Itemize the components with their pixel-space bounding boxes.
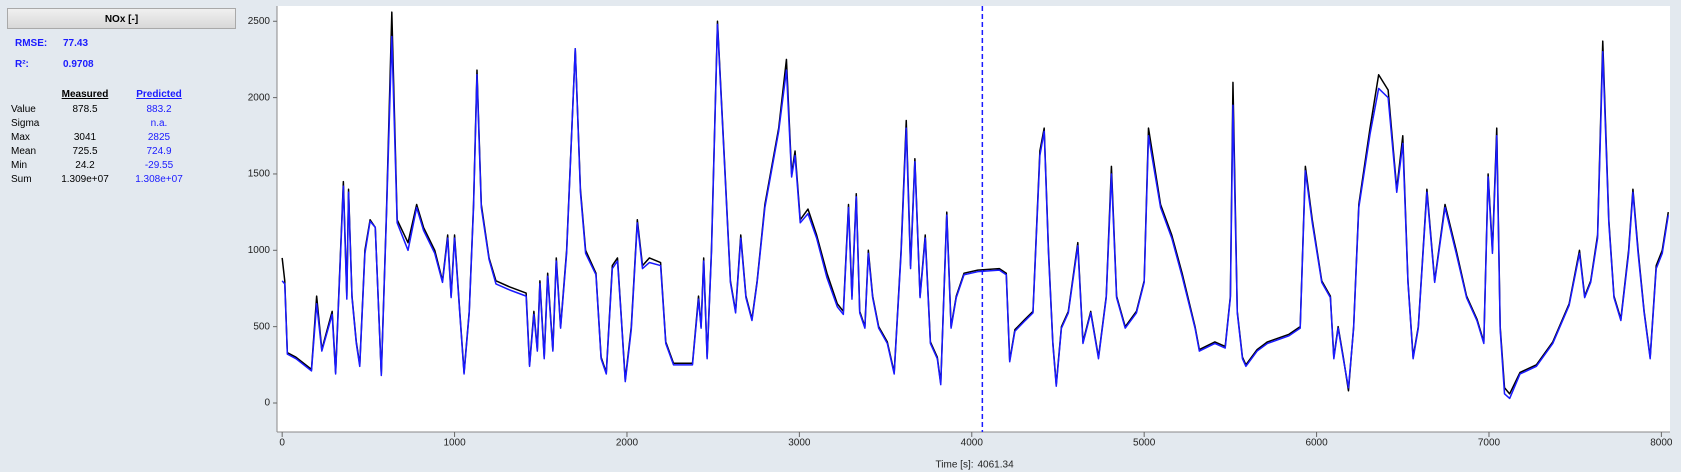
x-tick-label: 8000 — [1650, 438, 1673, 449]
measured-value: 725.5 — [72, 146, 98, 157]
row-label: Mean — [11, 146, 37, 157]
y-tick-label: 0 — [264, 398, 270, 409]
measured-value: 3041 — [73, 132, 97, 143]
row-label: Sigma — [11, 118, 40, 129]
x-tick-label: 2000 — [616, 438, 639, 449]
row-label: Sum — [11, 174, 32, 185]
r2-label: R²: — [15, 59, 29, 70]
x-tick-label: 3000 — [788, 438, 811, 449]
cursor-value: 4061.34 — [978, 460, 1015, 471]
column-header[interactable]: Measured — [61, 89, 109, 100]
row-label: Max — [11, 132, 30, 143]
rmse-value: 77.43 — [63, 38, 89, 49]
predicted-value: 1.308e+07 — [135, 174, 183, 185]
stats-panel: NOx [-] RMSE: 77.43 R²: 0.9708 Measured … — [0, 0, 245, 472]
x-tick-label: 1000 — [443, 438, 466, 449]
x-tick-label: 4000 — [961, 438, 984, 449]
y-tick-label: 500 — [253, 321, 270, 332]
y-tick-label: 1000 — [248, 245, 271, 256]
rmse-label: RMSE: — [15, 38, 48, 49]
x-tick-label: 0 — [279, 438, 285, 449]
row-label: Value — [11, 104, 36, 115]
row-label: Min — [11, 160, 28, 171]
predicted-value: -29.55 — [144, 160, 174, 171]
measured-value: 24.2 — [75, 160, 95, 171]
predicted-value: n.a. — [150, 118, 168, 129]
measured-value: 1.309e+07 — [61, 174, 109, 185]
column-header[interactable]: Predicted — [136, 89, 182, 100]
x-tick-label: 6000 — [1305, 438, 1328, 449]
y-tick-label: 2500 — [248, 16, 271, 27]
predicted-value: 883.2 — [146, 104, 172, 115]
r2-value: 0.9708 — [63, 59, 94, 70]
panel-title[interactable]: NOx [-] — [7, 8, 236, 29]
series-line — [281, 23, 1670, 400]
x-tick-label: 5000 — [1133, 438, 1156, 449]
predicted-value: 724.9 — [146, 146, 172, 157]
plot-area — [277, 6, 1670, 432]
y-tick-label: 1500 — [248, 169, 271, 180]
measured-value: 878.5 — [72, 104, 98, 115]
x-tick-label: 7000 — [1478, 438, 1501, 449]
y-tick-label: 2000 — [248, 92, 271, 103]
predicted-value: 2825 — [147, 132, 171, 143]
x-axis-label: Time [s]: — [936, 460, 974, 471]
